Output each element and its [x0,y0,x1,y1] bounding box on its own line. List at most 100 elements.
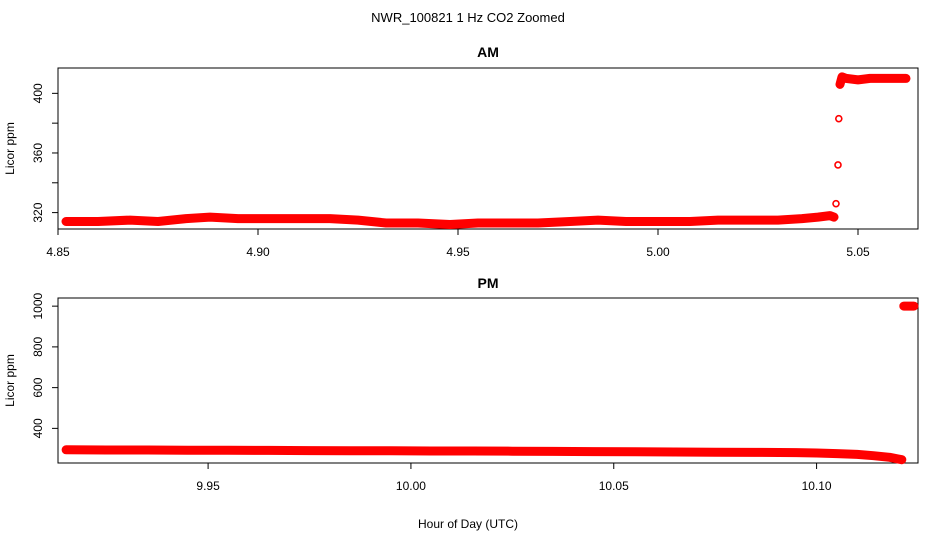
am-data-band [61,72,911,229]
am-data-point [814,213,822,221]
am-data-point [826,211,834,220]
pm-data-point [670,448,679,456]
am-data-point [854,76,862,84]
pm-y-axis-label: Licor ppm [3,354,17,407]
am-data-point [294,214,302,223]
pm-y-tick-label: 400 [31,418,45,438]
pm-y-tick-label: 600 [31,377,45,397]
pm-data-point [893,455,902,463]
am-data-point [382,219,390,227]
am-data-point [446,220,454,229]
pm-data-point [143,446,152,454]
figure-title: NWR_100821 1 Hz CO2 Zoomed [371,10,565,25]
pm-data-point [549,447,557,456]
am-data-point [534,219,542,227]
am-data-point [798,214,806,223]
pm-x-tick-label: 9.95 [196,479,220,493]
am-data-point [354,216,362,224]
pm-panel-title: PM [478,275,499,291]
pm-x-tick-label: 10.10 [802,479,832,493]
am-x-tick-label: 4.85 [46,245,70,259]
pm-plot-frame [57,297,919,464]
pm-data-point [508,447,517,455]
pm-data-point [869,451,878,460]
am-data-point [878,74,886,83]
pm-x-tick-label: 10.05 [599,479,629,493]
am-data-point [902,74,910,83]
pm-data-point [265,446,273,455]
pm-data-point [897,455,906,464]
pm-data-point [853,450,861,459]
am-data-point [866,74,874,83]
pm-data-points [61,301,919,465]
figure-x-axis-label: Hour of Day (UTC) [418,517,518,531]
am-data-point [566,217,574,226]
pm-data-point [711,448,719,457]
am-panel-title: AM [477,44,499,60]
am-data-point [742,216,750,224]
pm-data-point [305,446,314,455]
pm-x-tick-label: 10.00 [396,479,426,493]
pm-data-point [589,447,598,456]
pm-data-point [630,447,638,456]
am-panel: AM Licor ppm 4.85 4.90 4.95 5.00 5.05 320 360 400 [3,44,919,259]
am-data-point [326,214,334,223]
pm-y-axis: 400 600 800 1000 [31,292,58,438]
am-x-tick-label: 5.00 [646,245,670,259]
pm-x-axis: 9.95 10.00 10.05 10.10 [196,463,832,493]
am-y-tick-label: 400 [31,83,45,103]
pm-data-point [906,302,914,310]
am-data-point [838,73,846,81]
am-data-point [154,217,162,226]
pm-data-point [910,302,918,310]
am-y-axis: 320 360 400 [31,83,58,223]
am-x-tick-label: 5.05 [846,245,870,259]
pm-data-band [61,301,919,465]
pm-data-point [902,302,910,310]
am-data-point [206,213,214,221]
am-data-point [832,199,840,208]
pm-data-point [812,449,821,457]
pm-data-point [467,447,476,455]
am-plot-frame [57,67,919,230]
pm-y-tick-label: 800 [31,337,45,357]
am-data-point [594,216,602,224]
am-data-point [654,217,662,226]
am-x-tick-label: 4.95 [446,245,470,259]
am-data-point [834,161,842,169]
am-x-axis: 4.85 4.90 4.95 5.00 5.05 [46,229,870,259]
am-data-point [126,216,134,224]
am-data-point [622,217,630,226]
am-data-point [830,213,838,221]
pm-data-point [346,446,354,455]
am-data-point [686,217,694,226]
am-data-point [234,214,242,223]
pm-data-point [885,453,894,462]
am-y-tick-label: 320 [31,202,45,222]
pm-data-point [184,446,192,454]
am-data-point [502,219,510,227]
am-data-point [182,214,190,223]
am-y-tick-label: 360 [31,143,45,163]
am-data-point [890,74,898,83]
pm-data-point [102,446,111,454]
pm-data-point [386,446,395,455]
am-data-point [94,217,102,226]
am-data-point [262,214,270,223]
am-x-tick-label: 4.90 [246,245,270,259]
pm-data-point [792,448,801,457]
am-data-point [834,114,843,123]
pm-data-point [833,449,841,458]
am-data-point [774,216,782,224]
am-data-points [61,72,911,229]
pm-y-tick-label: 1000 [31,292,45,319]
am-data-point [842,74,850,83]
am-data-point [62,217,70,226]
am-y-axis-label: Licor ppm [3,122,17,175]
am-data-point [474,219,482,227]
pm-panel: PM Licor ppm 9.95 10.00 10.05 10.10 400 600 800 1… [3,275,919,493]
pm-data-point [427,447,436,455]
pm-data-point [224,446,233,454]
pm-data-point [62,445,70,454]
